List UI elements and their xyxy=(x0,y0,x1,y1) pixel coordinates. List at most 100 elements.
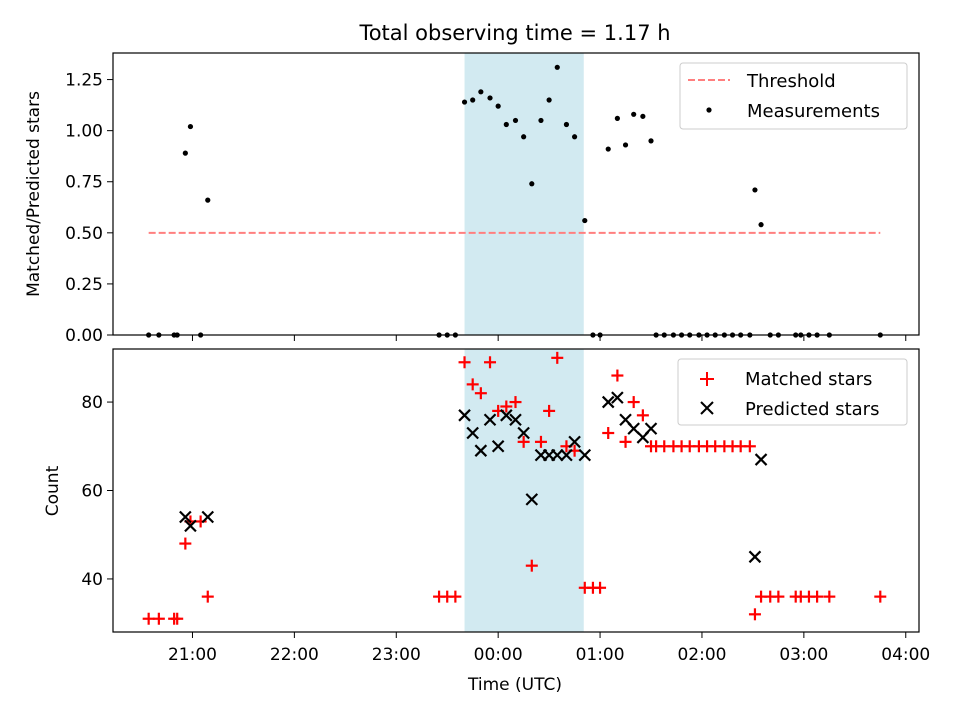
measurement-point xyxy=(546,97,552,103)
matched-star-point xyxy=(509,396,522,409)
x-tick-label: 04:00 xyxy=(881,645,930,665)
matched-star-point xyxy=(627,396,640,409)
measurement-point xyxy=(554,64,560,70)
measurement-points xyxy=(146,64,883,338)
matched-star-point xyxy=(602,427,615,440)
measurements-legend-marker xyxy=(706,107,712,113)
predicted-legend-label: Predicted stars xyxy=(745,399,879,420)
measurement-point xyxy=(631,111,637,117)
matched-star-point xyxy=(171,612,184,625)
top-shaded-interval xyxy=(464,53,584,335)
top-y-tick-label: 1.00 xyxy=(65,122,103,142)
top-y-tick-label: 0.75 xyxy=(65,173,103,193)
matched-star-point xyxy=(466,378,479,391)
chart-title: Total observing time = 1.17 h xyxy=(358,21,670,45)
matched-star-point xyxy=(636,409,649,422)
matched-star-point xyxy=(484,356,497,369)
predicted-star-point xyxy=(201,510,215,524)
matched-star-point xyxy=(874,590,887,603)
matched-star-point xyxy=(772,590,785,603)
bottom-y-axis-label: Count xyxy=(43,465,63,516)
measurement-point xyxy=(571,134,578,140)
matched-star-point xyxy=(534,435,547,448)
predicted-star-point xyxy=(754,453,768,466)
measurement-point xyxy=(470,97,476,103)
top-y-axis-label: Matched/Predicted stars xyxy=(24,91,44,297)
matched-star-point xyxy=(619,435,632,448)
measurement-point xyxy=(495,103,501,109)
top-axes-frame xyxy=(112,52,920,336)
top-legend: Threshold Measurements xyxy=(679,62,908,130)
predicted-star-point xyxy=(466,426,479,440)
matched-star-point xyxy=(811,590,824,603)
measurement-point xyxy=(538,117,544,124)
measurement-point xyxy=(758,222,764,228)
measurement-point xyxy=(640,113,646,119)
matched-star-point xyxy=(142,612,155,625)
x-tick-label: 23:00 xyxy=(372,645,421,665)
predicted-star-point xyxy=(611,391,624,404)
measurement-point xyxy=(187,123,194,130)
threshold-legend-label: Threshold xyxy=(746,71,836,92)
predicted-star-point xyxy=(509,413,522,427)
x-tick-label: 22:00 xyxy=(270,645,319,665)
bottom-panel: 40 60 80 21:00 22:00 23:00 00:00 01:00 02:00 03:… xyxy=(43,348,930,695)
x-tick-label: 00:00 xyxy=(474,645,523,665)
predicted-star-point xyxy=(458,409,471,422)
measurement-point xyxy=(461,99,468,105)
matched-legend-marker xyxy=(700,372,714,386)
measurement-point xyxy=(521,134,527,140)
predicted-star-point xyxy=(644,422,658,435)
matched-star-point xyxy=(748,608,761,621)
matched-star-point xyxy=(543,404,556,417)
matched-star-point xyxy=(594,581,607,594)
predicted-star-point xyxy=(525,493,539,506)
predicted-star-point xyxy=(601,395,615,409)
matched-star-point xyxy=(500,400,513,413)
x-tick-label: 01:00 xyxy=(576,645,625,665)
matched-star-point xyxy=(474,387,487,400)
predicted-legend-marker xyxy=(700,401,714,415)
matched-star-point xyxy=(611,369,624,382)
predicted-star-point xyxy=(184,519,197,533)
measurement-point xyxy=(648,138,654,144)
x-tick-label: 02:00 xyxy=(677,645,726,665)
bottom-y-ticks: 40 60 80 xyxy=(81,393,113,590)
bottom-legend-box xyxy=(677,358,908,426)
measurement-point xyxy=(503,121,509,128)
matched-legend-label: Matched stars xyxy=(745,369,872,390)
bottom-y-tick-label: 40 xyxy=(81,570,103,590)
matched-star-point xyxy=(179,537,192,550)
predicted-star-point xyxy=(748,550,762,564)
matched-star-point xyxy=(458,356,471,369)
measurement-point xyxy=(529,181,535,187)
measurements-legend-label: Measurements xyxy=(747,101,880,122)
top-y-tick-label: 1.25 xyxy=(65,71,103,91)
matched-stars-points xyxy=(142,351,887,625)
measurement-point xyxy=(563,121,570,128)
matched-star-point xyxy=(743,440,756,453)
matched-star-point xyxy=(551,351,564,364)
bottom-axes-frame xyxy=(112,348,920,633)
top-y-tick-label: 0.25 xyxy=(65,275,103,295)
predicted-star-point xyxy=(179,510,192,524)
bottom-legend: Matched stars Predicted stars xyxy=(677,358,908,426)
matched-star-point xyxy=(449,590,462,603)
predicted-star-point xyxy=(550,448,564,462)
top-y-ticks: 0.00 0.25 0.50 0.75 1.00 1.25 xyxy=(65,71,113,346)
measurement-point xyxy=(478,89,484,95)
x-axis-label: Time (UTC) xyxy=(467,675,562,695)
matched-star-point xyxy=(152,612,165,625)
bottom-shaded-interval xyxy=(464,349,584,632)
x-tick-label: 21:00 xyxy=(168,645,217,665)
predicted-star-point xyxy=(500,409,513,422)
bottom-y-tick-label: 60 xyxy=(81,482,103,502)
top-y-tick-label: 0.00 xyxy=(65,326,103,346)
predicted-star-point xyxy=(474,444,488,457)
top-legend-box xyxy=(679,62,908,130)
measurement-point xyxy=(752,187,758,193)
top-panel: 0.00 0.25 0.50 0.75 1.00 1.25 Matched/Predict… xyxy=(24,52,920,346)
matched-star-point xyxy=(525,559,538,572)
bottom-y-tick-label: 80 xyxy=(81,393,103,413)
